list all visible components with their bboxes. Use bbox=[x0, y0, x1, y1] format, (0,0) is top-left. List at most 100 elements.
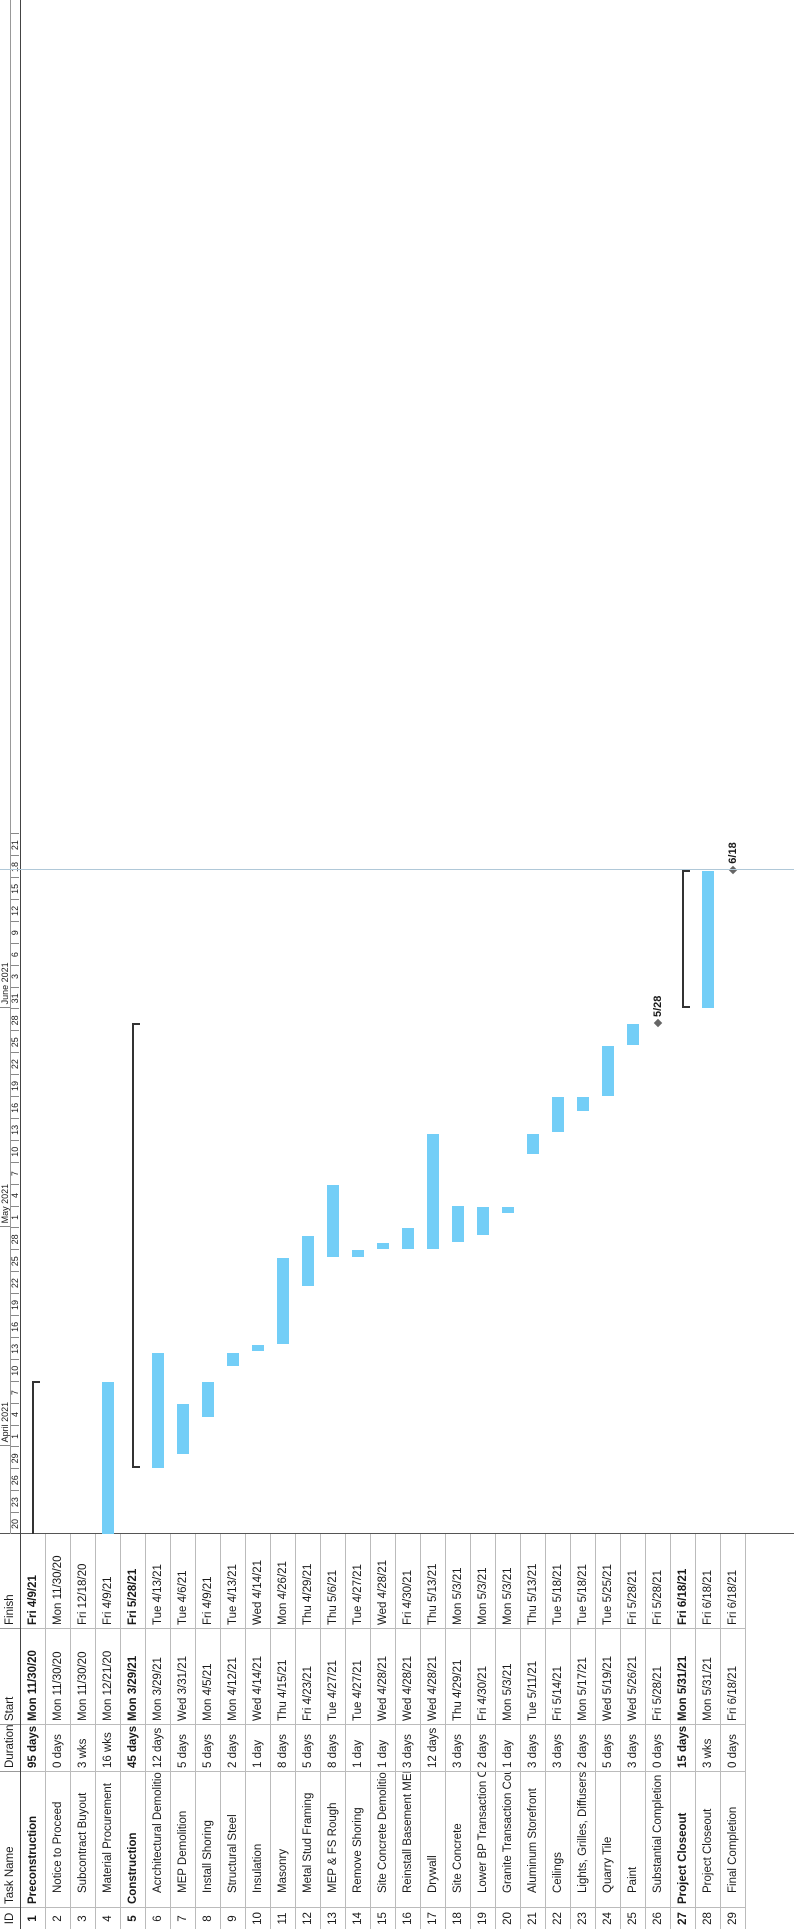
task-bar[interactable] bbox=[302, 1235, 314, 1286]
task-name: Reinstall Basement MEP bbox=[396, 1771, 420, 1907]
task-row[interactable]: 19 Lower BP Transaction Counter 2 days Fri … bbox=[471, 1534, 496, 1929]
milestone-diamond[interactable] bbox=[728, 865, 738, 874]
task-bar[interactable] bbox=[227, 1352, 239, 1367]
day-tick-label: 10 bbox=[10, 1365, 20, 1376]
task-row[interactable]: 11 Masonry 8 days Thu 4/15/21 Mon 4/26/21 bbox=[271, 1534, 296, 1929]
task-duration: 1 day bbox=[346, 1724, 370, 1771]
task-row[interactable]: 27 Project Closeout 15 days Mon 5/31/21 Fri … bbox=[671, 1534, 696, 1929]
task-row[interactable]: 6 Acrchitectural Demolition 12 days Mon 3/2… bbox=[146, 1534, 171, 1929]
task-bar[interactable] bbox=[102, 1381, 114, 1534]
task-finish: Mon 5/3/21 bbox=[477, 1567, 489, 1625]
task-bar[interactable] bbox=[177, 1403, 189, 1454]
task-id: 21 bbox=[521, 1907, 545, 1929]
task-row[interactable]: 26 Substantial Completion 0 days Fri 5/28/2… bbox=[646, 1534, 671, 1929]
header-finish[interactable]: Finish bbox=[4, 1594, 16, 1625]
task-bar[interactable] bbox=[702, 870, 714, 1009]
day-tick: 1 bbox=[10, 1205, 20, 1228]
task-row[interactable]: 24 Quarry Tile 5 days Wed 5/19/21 Tue 5/25/2… bbox=[596, 1534, 621, 1929]
task-row[interactable]: 18 Site Concrete 3 days Thu 4/29/21 Mon 5/3/… bbox=[446, 1534, 471, 1929]
day-tick-label: 19 bbox=[10, 1300, 20, 1311]
summary-bar-end bbox=[32, 1380, 40, 1383]
task-duration: 5 days bbox=[596, 1724, 620, 1771]
task-duration: 2 days bbox=[471, 1724, 495, 1771]
task-bar[interactable] bbox=[577, 1097, 589, 1111]
task-row[interactable]: 5 Construction 45 days Mon 3/29/21 Fri 5/28/… bbox=[121, 1534, 146, 1929]
summary-bar[interactable] bbox=[682, 869, 684, 1009]
day-tick-label: 13 bbox=[10, 1124, 20, 1135]
task-row[interactable]: 17 Drywall 12 days Wed 4/28/21 Thu 5/13/21 bbox=[421, 1534, 446, 1929]
task-row[interactable]: 14 Remove Shoring 1 day Tue 4/27/21 Tue 4/27… bbox=[346, 1534, 371, 1929]
task-row[interactable]: 20 Granite Transaction Counter 1 day Mon 5/… bbox=[496, 1534, 521, 1929]
summary-bar[interactable] bbox=[132, 1023, 134, 1469]
task-bar[interactable] bbox=[502, 1206, 514, 1213]
task-row[interactable]: 4 Material Procurement 16 wks Mon 12/21/20 F… bbox=[96, 1534, 121, 1929]
summary-bar[interactable] bbox=[32, 1380, 34, 1534]
task-row[interactable]: 12 Metal Stud Framing 5 days Fri 4/23/21 Thu… bbox=[296, 1534, 321, 1929]
task-row[interactable]: 10 Insulation 1 day Wed 4/14/21 Wed 4/14/21 bbox=[246, 1534, 271, 1929]
task-id: 27 bbox=[671, 1907, 695, 1929]
task-row[interactable]: 2 Notice to Proceed 0 days Mon 11/30/20 Mon … bbox=[46, 1534, 71, 1929]
task-bar[interactable] bbox=[277, 1257, 289, 1345]
task-bar[interactable] bbox=[352, 1250, 364, 1257]
task-row[interactable]: 13 MEP & FS Rough 8 days Tue 4/27/21 Thu 5/6… bbox=[321, 1534, 346, 1929]
task-table: ID Task Name Duration Start Finish 1 Prec… bbox=[0, 1533, 794, 1929]
milestone-diamond[interactable] bbox=[653, 1018, 663, 1028]
task-bar[interactable] bbox=[527, 1133, 539, 1155]
task-finish: Fri 4/9/21 bbox=[27, 1575, 39, 1625]
task-row[interactable]: 3 Subcontract Buyout 3 wks Mon 11/30/20 Fri … bbox=[71, 1534, 96, 1929]
task-start: Wed 4/28/21 bbox=[421, 1628, 445, 1724]
task-id: 26 bbox=[646, 1907, 670, 1929]
task-start: Fri 4/23/21 bbox=[296, 1628, 320, 1724]
task-bar[interactable] bbox=[452, 1206, 464, 1242]
task-row[interactable]: 28 Project Closeout 3 wks Mon 5/31/21 Fri 6/… bbox=[696, 1534, 721, 1929]
task-row[interactable]: 21 Aluminum Storefront 3 days Tue 5/11/21 Th… bbox=[521, 1534, 546, 1929]
header-task-name[interactable]: Task Name bbox=[0, 1771, 20, 1907]
task-row[interactable]: 15 Site Concrete Demolition 1 day Wed 4/28/… bbox=[371, 1534, 396, 1929]
task-bar[interactable] bbox=[202, 1381, 214, 1418]
task-row[interactable]: 8 Install Shoring 5 days Mon 4/5/21 Fri 4/9/… bbox=[196, 1534, 221, 1929]
task-bar[interactable] bbox=[552, 1097, 564, 1133]
task-bar[interactable] bbox=[602, 1045, 614, 1096]
timescale-days: 20 23 26 29 1 4 7 10 13 16 19 22 25 28 1 4 7 10 13 16 19 22 25… bbox=[10, 0, 21, 1534]
tick-separator bbox=[11, 898, 19, 900]
day-tick: 12 bbox=[10, 898, 20, 921]
task-bar[interactable] bbox=[627, 1024, 639, 1045]
task-duration: 3 days bbox=[546, 1724, 570, 1771]
task-row[interactable]: 9 Structural Steel 2 days Mon 4/12/21 Tue 4/… bbox=[221, 1534, 246, 1929]
task-row[interactable]: 16 Reinstall Basement MEP 3 days Wed 4/28/2… bbox=[396, 1534, 421, 1929]
task-row[interactable]: 22 Ceilings 3 days Fri 5/14/21 Tue 5/18/21 bbox=[546, 1534, 571, 1929]
task-name: Acrchitectural Demolition bbox=[146, 1771, 170, 1907]
day-tick-label: 20 bbox=[10, 1519, 20, 1530]
task-finish: Mon 11/30/20 bbox=[52, 1555, 64, 1625]
task-bar[interactable] bbox=[327, 1184, 339, 1257]
task-start: Fri 6/18/21 bbox=[721, 1628, 745, 1724]
task-bar[interactable] bbox=[377, 1243, 389, 1250]
day-tick-label: 9 bbox=[10, 930, 20, 936]
task-duration: 2 days bbox=[221, 1724, 245, 1771]
task-row[interactable]: 7 MEP Demolition 5 days Wed 3/31/21 Tue 4/6/… bbox=[171, 1534, 196, 1929]
task-bar[interactable] bbox=[402, 1228, 414, 1250]
task-id: 19 bbox=[471, 1907, 495, 1929]
day-tick-label: 19 bbox=[10, 1081, 20, 1092]
task-row[interactable]: 1 Preconstruction 95 days Mon 11/30/20 Fri 4… bbox=[21, 1534, 46, 1929]
task-bar[interactable] bbox=[252, 1345, 264, 1352]
task-name: Ceilings bbox=[546, 1771, 570, 1907]
task-bar[interactable] bbox=[152, 1352, 164, 1469]
task-bar[interactable] bbox=[427, 1133, 439, 1250]
task-bar[interactable] bbox=[477, 1206, 489, 1235]
task-name: Substantial Completion bbox=[646, 1771, 670, 1907]
header-start[interactable]: Start bbox=[0, 1628, 20, 1724]
task-id: 24 bbox=[596, 1907, 620, 1929]
task-row[interactable]: 23 Lights, Grilles, Diffusers 2 days Mon 5/… bbox=[571, 1534, 596, 1929]
summary-bar-end bbox=[682, 1006, 690, 1009]
header-duration[interactable]: Duration bbox=[0, 1724, 20, 1771]
task-name: Granite Transaction Counter bbox=[496, 1771, 520, 1907]
header-id[interactable]: ID bbox=[0, 1907, 20, 1929]
task-row[interactable]: 29 Final Completion 0 days Fri 6/18/21 Fri 6… bbox=[721, 1534, 746, 1929]
task-finish: Wed 4/28/21 bbox=[377, 1559, 389, 1625]
day-tick: 25 bbox=[10, 1030, 20, 1052]
task-finish: Mon 4/26/21 bbox=[277, 1561, 289, 1625]
task-row[interactable]: 25 Paint 3 days Wed 5/26/21 Fri 5/28/21 bbox=[621, 1534, 646, 1929]
task-start: Wed 4/14/21 bbox=[246, 1628, 270, 1724]
